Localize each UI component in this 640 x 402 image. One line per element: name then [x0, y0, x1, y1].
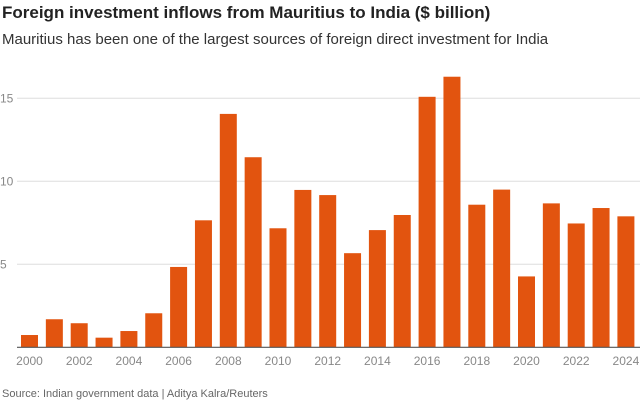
bar-2010 [269, 228, 287, 348]
bar-2009 [244, 157, 262, 348]
bar-2006 [170, 266, 188, 348]
y-tick-label: 5 [0, 257, 7, 271]
bar-2007 [194, 220, 212, 348]
x-tick-label: 2004 [116, 354, 143, 368]
bar-2013 [344, 253, 362, 348]
chart-subtitle: Mauritius has been one of the largest so… [2, 31, 549, 48]
x-tick-label: 2024 [613, 354, 640, 368]
source-note: Source: Indian government data | Aditya … [2, 388, 268, 400]
bar-2017 [443, 76, 461, 348]
bar-2002 [70, 323, 88, 348]
bar-2005 [145, 313, 163, 348]
x-tick-label: 2014 [364, 354, 391, 368]
y-tick-label: 15 [0, 91, 14, 105]
x-tick-label: 2006 [165, 354, 192, 368]
bar-2014 [368, 230, 386, 348]
bar-2019 [493, 189, 511, 348]
bar-2004 [120, 331, 138, 348]
x-tick-label: 2016 [414, 354, 441, 368]
chart-title: Foreign investment inflows from Mauritiu… [2, 3, 491, 22]
bar-2016 [418, 96, 436, 348]
bar-2012 [319, 195, 337, 348]
bar-2000 [21, 335, 38, 348]
x-tick-label: 2012 [314, 354, 341, 368]
bar-2023 [592, 208, 610, 348]
x-tick-label: 2000 [16, 354, 43, 368]
x-tick-label: 2020 [513, 354, 540, 368]
x-tick-label: 2008 [215, 354, 242, 368]
bar-2020 [518, 276, 535, 348]
x-tick-label: 2022 [563, 354, 590, 368]
bar-2024 [617, 216, 635, 348]
bar-2018 [468, 204, 486, 348]
bar-2001 [45, 319, 63, 348]
x-tick-label: 2018 [463, 354, 490, 368]
bar-2003 [95, 337, 113, 348]
x-tick-label: 2010 [265, 354, 292, 368]
bar-2022 [567, 223, 585, 348]
x-tick-label: 2002 [66, 354, 93, 368]
bar-2015 [393, 214, 411, 348]
y-tick-label: 10 [0, 174, 14, 188]
bar-2008 [219, 113, 237, 348]
bar-2011 [294, 189, 312, 348]
bar-2021 [542, 203, 560, 348]
